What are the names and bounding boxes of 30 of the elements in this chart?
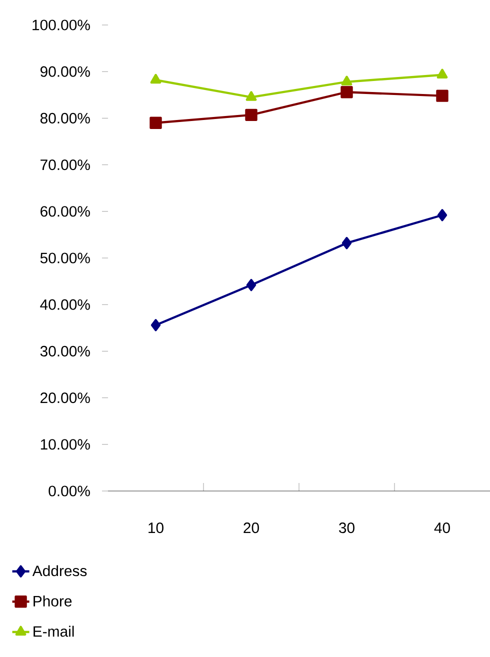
y-tick-label: 80.00% <box>40 112 90 124</box>
y-tick-label: 10.00% <box>40 439 90 450</box>
y-tick-label: 30.00% <box>40 346 90 356</box>
y-tick-label: 50.00% <box>40 252 90 264</box>
y-tick-label: 60.00% <box>40 206 90 217</box>
y-tick-label: 70.00% <box>40 160 90 170</box>
point <box>340 86 353 98</box>
point <box>341 76 352 86</box>
legend-label: E-mail <box>34 626 74 637</box>
point <box>436 90 448 102</box>
point <box>150 116 162 129</box>
y-tick-label: 100.00% <box>32 20 90 30</box>
y-tick-label: 20.00% <box>40 392 90 404</box>
x-tick-label: 40 <box>434 522 450 534</box>
point <box>245 108 258 122</box>
y-tick-label: 40.00% <box>40 299 90 310</box>
legend-label: Address <box>32 565 87 576</box>
x-tick-label: 10 <box>148 522 164 534</box>
point <box>150 319 161 332</box>
y-tick-label: 90.00% <box>40 66 90 77</box>
point <box>436 68 448 78</box>
point <box>246 91 257 101</box>
point <box>246 278 256 292</box>
point <box>437 209 448 222</box>
legend-label: Phore <box>34 595 72 606</box>
point <box>342 236 352 250</box>
x-tick-label: 20 <box>244 522 259 534</box>
y-tick-label: 0.00% <box>48 486 90 496</box>
point <box>150 74 162 84</box>
x-tick-label: 30 <box>339 522 354 534</box>
